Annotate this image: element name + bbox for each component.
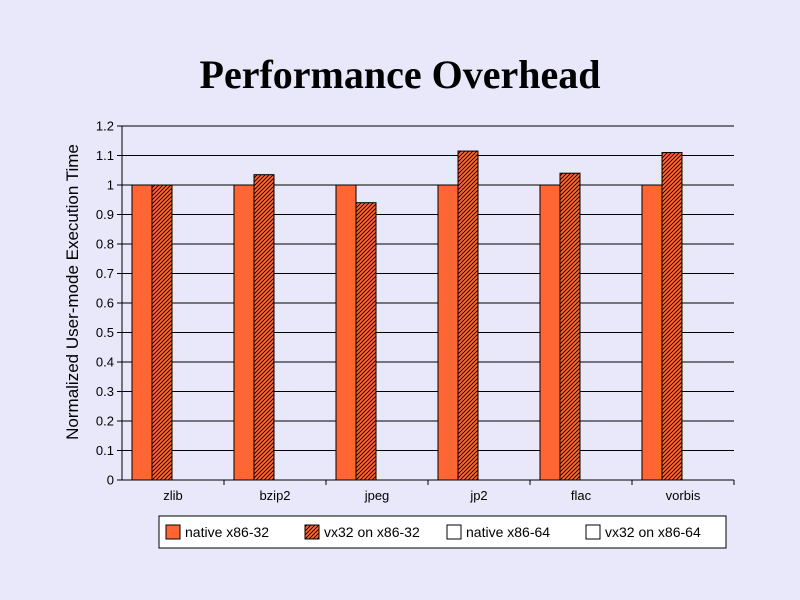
legend-swatch (446, 524, 462, 540)
y-tick-label: 0.6 (96, 296, 114, 311)
y-tick-label: 1.1 (96, 148, 114, 163)
bars (131, 150, 683, 481)
legend-swatch (165, 524, 181, 540)
x-tick-label: flac (571, 488, 592, 503)
legend-swatch (304, 524, 320, 540)
y-tick-label: 0.3 (96, 384, 114, 399)
chart-title: Performance Overhead (200, 52, 601, 97)
x-tick-label: jpeg (364, 488, 390, 503)
bar-flac-0 (539, 184, 561, 481)
y-tick-labels: 0 0.1 0.2 0.3 0.4 0.5 0.6 0.7 0.8 0.9 1 1.1 1.2 (96, 119, 114, 488)
y-tick-label: 0.1 (96, 443, 114, 458)
y-tick-label: 0.9 (96, 207, 114, 222)
bar-zlib-0 (131, 184, 153, 481)
bar-jpeg-0 (335, 184, 357, 481)
legend-label: native x86-32 (185, 524, 269, 540)
x-tick-label: vorbis (666, 488, 701, 503)
legend-swatch (585, 524, 601, 540)
x-tick-labels: zlib bzip2 jpeg jp2 flac vorbis (163, 488, 701, 503)
y-tick-label: 0 (107, 473, 114, 488)
bar-flac-1 (559, 172, 581, 481)
bar-zlib-1 (151, 184, 173, 481)
bar-jp2-0 (437, 184, 459, 481)
y-tick-label: 0.4 (96, 355, 114, 370)
bar-jpeg-1 (355, 202, 377, 481)
y-tick-label: 0.8 (96, 237, 114, 252)
legend-label: native x86-64 (466, 524, 550, 540)
x-tick-label: jp2 (469, 488, 487, 503)
legend: native x86-32 vx32 on x86-32 native x86-64… (158, 515, 727, 549)
grid (122, 125, 734, 451)
axes (117, 125, 735, 485)
legend-box (158, 515, 727, 549)
y-tick-label: 1.2 (96, 119, 114, 134)
x-tick-label: bzip2 (259, 488, 290, 503)
y-tick-label: 0.5 (96, 325, 114, 340)
bar-vorbis-1 (661, 152, 683, 481)
bar-bzip2-1 (253, 174, 275, 481)
bar-bzip2-0 (233, 184, 255, 481)
bar-jp2-1 (457, 150, 479, 481)
legend-label: vx32 on x86-64 (605, 524, 701, 540)
bar-vorbis-0 (641, 184, 663, 481)
y-tick-label: 0.7 (96, 266, 114, 281)
x-tick-label: zlib (163, 488, 183, 503)
y-tick-label: 0.2 (96, 414, 114, 429)
legend-label: vx32 on x86-32 (324, 524, 420, 540)
y-axis-label: Normalized User-mode Execution Time (63, 144, 82, 440)
y-tick-label: 1 (107, 178, 114, 193)
